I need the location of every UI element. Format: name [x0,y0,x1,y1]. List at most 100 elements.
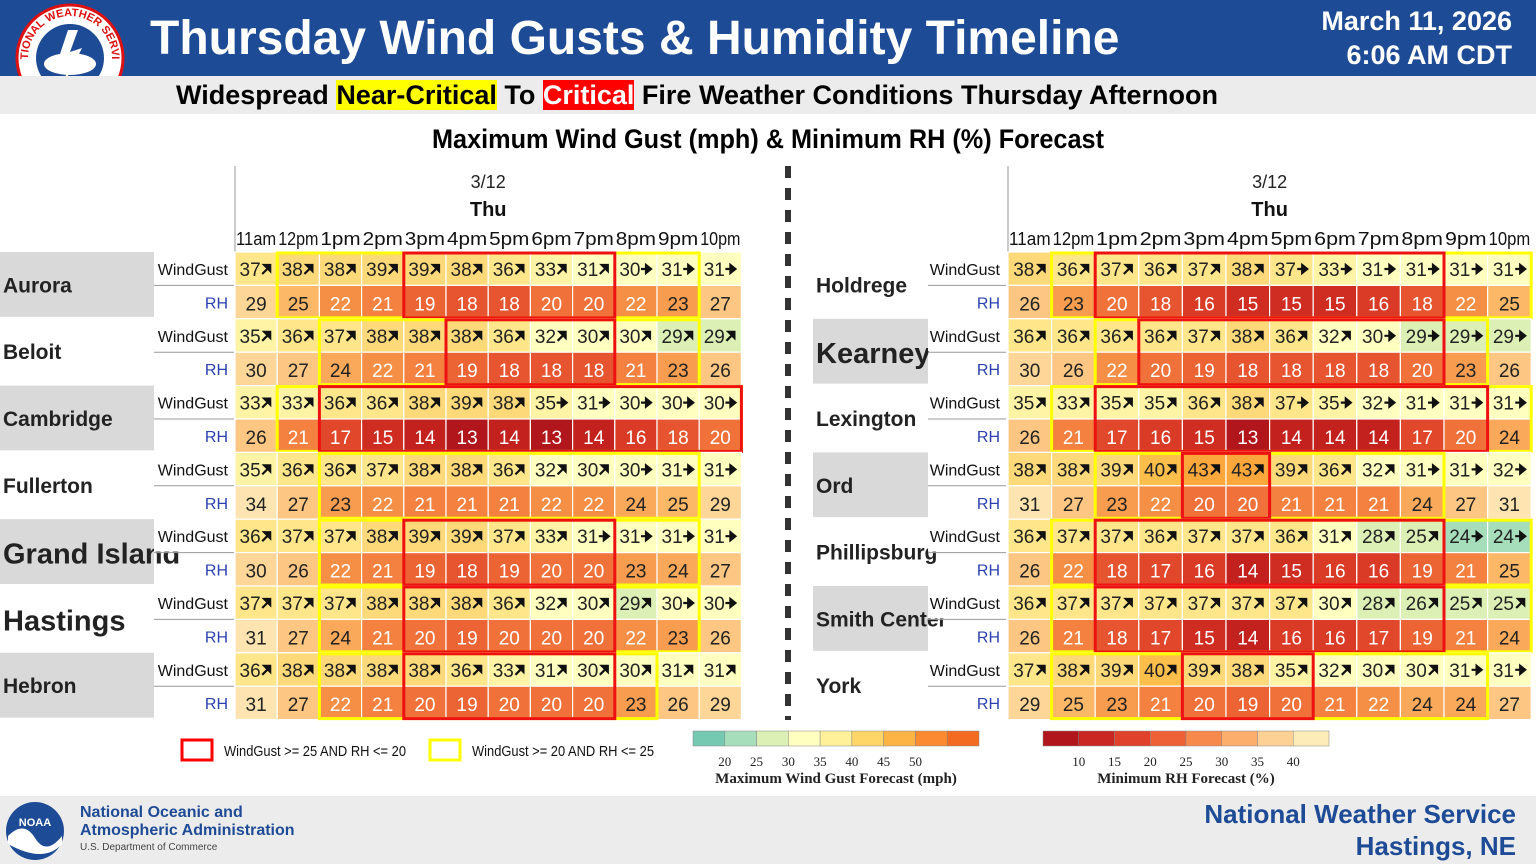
windgust-value: 31 [704,460,725,481]
rh-value: 20 [414,628,435,649]
rh-value: 21 [1368,495,1389,516]
windgust-value: 38 [366,527,387,548]
rh-cell [1225,618,1271,654]
rh-cell [698,485,743,520]
rh-cell [1181,284,1227,320]
rh-value: 26 [1019,428,1040,449]
wind-arrow-ne-icon [1210,263,1221,275]
windgust-value: 37 [282,594,303,615]
wind-arrow-ne-icon [1297,464,1308,476]
rh-value: 21 [414,361,435,382]
rh-value: 17 [330,428,351,449]
wind-arrow-e-icon [1471,396,1484,409]
subtitle-band [0,76,1536,114]
wind-arrow-ne-icon [556,664,567,676]
windgust-value: 38 [324,661,345,682]
windgust-value: 38 [1231,661,1252,682]
date-label: 3/12 [1252,172,1287,192]
windgust-value: 31 [662,460,683,481]
rh-cell [571,685,616,721]
windgust-value: 37 [324,594,345,615]
wind-arrow-e-icon [683,463,695,476]
rh-value: 31 [246,628,267,649]
critical-box [402,585,617,654]
wind-arrow-ne-icon [345,397,356,409]
station-label-bg [0,519,154,584]
rh-cell [1486,551,1532,587]
rh-value: 15 [1324,294,1345,315]
rh-cell [1486,284,1532,320]
wind-arrow-ne-icon [1384,664,1395,676]
wind-arrow-ne-icon [514,597,525,609]
wind-arrow-e-icon [1471,329,1484,343]
wind-arrow-ne-icon [556,597,567,609]
windgust-value: 36 [324,394,345,415]
rh-value: 21 [457,495,478,516]
station-name: Hastings [3,605,125,637]
rh-value: 20 [541,294,562,315]
windgust-value: 30 [619,661,640,682]
rh-cell [1486,485,1532,520]
station-label-bg [0,252,154,317]
rh-value: 22 [541,495,562,516]
rh-value: 20 [1106,294,1127,315]
wind-arrow-ne-icon [1079,464,1090,476]
windgust-value: 37 [1188,260,1209,281]
windgust-value: 25 [1406,527,1427,548]
windgust-value: 30 [619,394,640,415]
windgust-value: 36 [493,260,514,281]
rh-value: 18 [668,428,689,449]
rh-value: 23 [625,695,646,716]
windgust-value: 37 [366,460,387,481]
rh-cell [445,618,489,654]
rh-value: 19 [457,695,478,716]
wind-arrow-ne-icon [303,464,314,476]
rh-value: 27 [1063,495,1084,516]
rh-value: 27 [288,361,309,382]
windgust-value: 38 [324,260,345,281]
wind-arrow-ne-icon [1253,330,1264,342]
wind-arrow-ne-icon [1384,597,1395,609]
windgust-label-bg [928,318,1006,352]
wind-arrow-ne-icon [261,330,272,342]
hour-label: 3pm [1183,228,1225,249]
wind-arrow-e-icon [725,262,738,276]
rh-value: 31 [246,695,267,716]
wind-arrow-ne-icon [1035,664,1046,676]
windgust-value: 33 [1057,394,1078,415]
windgust-label-bg [928,586,1006,619]
legend-critical-label: WindGust >= 25 AND RH <= 20 [224,743,406,760]
hour-label: 4pm [1227,228,1269,249]
rh-cell [403,351,447,387]
windgust-value: 37 [240,594,261,615]
rh-value: 20 [499,695,520,716]
windgust-value: 30 [1362,661,1383,682]
station-label-bg [813,519,928,584]
hour-label: 6pm [1314,228,1356,249]
rh-value: 18 [1324,361,1345,382]
station-label-bg [813,385,928,451]
rh-cell [361,418,405,454]
hour-label: 2pm [363,228,403,249]
windgust-label: WindGust [158,596,229,613]
wind-arrow-ne-icon [472,330,483,342]
rh-value: 21 [1063,628,1084,649]
rh-value: 23 [330,495,351,516]
windgust-value: 28 [1362,527,1383,548]
rh-cell [318,284,363,320]
wind-arrow-ne-icon [430,531,441,542]
windgust-value: 39 [408,527,429,548]
subtitle: Widespread Near-Critical To Critical Fir… [176,78,1218,112]
wind-arrow-ne-icon [472,263,483,275]
rh-value: 19 [1412,562,1433,583]
rh-value: 18 [499,361,520,382]
subtitle-critical: Critical [542,80,635,110]
rh-value: 26 [1063,361,1084,382]
windgust-value: 33 [282,394,303,415]
hour-label: 5pm [489,228,529,249]
wind-arrow-ne-icon [683,664,694,676]
rh-value: 24 [625,495,647,516]
windgust-value: 37 [1144,594,1165,615]
rh-value: 18 [1106,628,1127,649]
wind-arrow-ne-icon [345,330,356,342]
